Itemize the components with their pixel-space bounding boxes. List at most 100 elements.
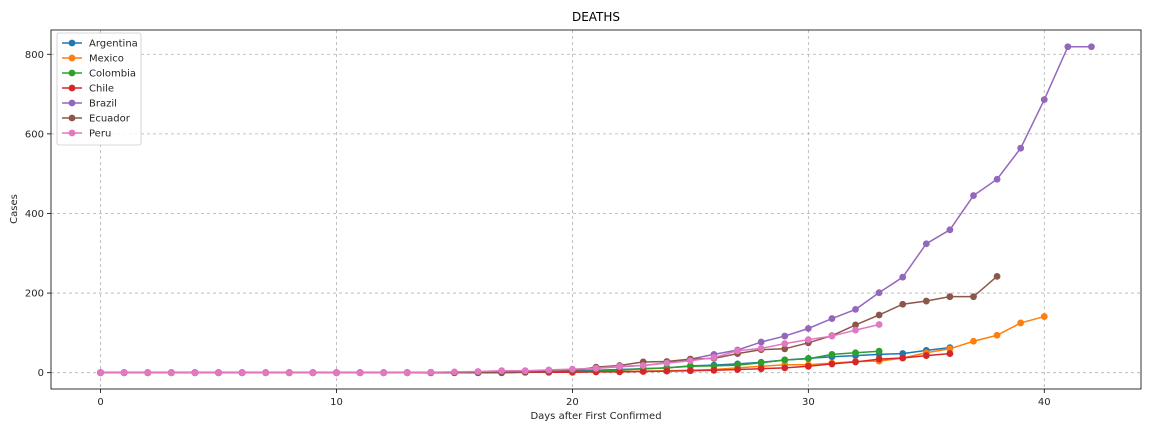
data-point-colombia [828,350,836,358]
data-point-ecuador [970,293,977,301]
data-point-peru [828,332,836,340]
data-point-peru [521,367,529,375]
data-point-peru [120,369,128,377]
data-point-peru [616,362,623,370]
data-point-chile [734,366,741,373]
data-point-chile [639,368,647,375]
data-point-mexico [1040,313,1048,320]
data-point-chile [852,358,859,366]
data-point-peru [285,369,293,377]
data-point-ecuador [852,321,859,329]
data-point-colombia [757,359,765,367]
data-point-chile [828,360,836,368]
data-point-chile [757,365,765,373]
data-point-mexico [1017,319,1025,327]
data-point-chile [946,350,954,357]
data-point-ecuador [946,293,954,301]
data-point-mexico [993,331,1001,339]
data-point-peru [569,365,576,373]
data-point-chile [804,362,812,370]
data-point-peru [804,336,812,344]
data-point-ecuador [875,311,883,319]
y-axis-label: Cases [9,194,20,224]
data-point-peru [734,347,741,355]
legend-label-mexico: Mexico [89,54,124,65]
data-point-chile [663,367,671,375]
data-point-brazil [1064,43,1072,51]
y-tick-label: 200 [25,289,44,300]
data-point-colombia [875,347,883,355]
data-point-brazil [828,315,836,322]
data-point-chile [781,364,789,372]
data-point-brazil [946,226,954,234]
legend-label-peru: Peru [89,129,111,140]
legend-label-brazil: Brazil [89,99,117,110]
data-point-peru [144,369,152,377]
data-point-colombia [804,355,812,363]
legend-marker-chile [68,84,76,92]
data-point-chile [710,366,718,374]
data-point-peru [191,369,199,377]
data-point-peru [757,345,765,352]
data-point-brazil [1017,144,1025,152]
x-tick-label: 40 [1038,397,1051,408]
data-point-peru [545,366,553,374]
data-point-peru [427,368,435,376]
plot-area: 0 10 20 30 400200400600800ArgentinaMexicoCol… [25,29,1142,408]
data-point-ecuador [922,297,930,305]
legend-box [56,32,142,146]
data-point-mexico [946,345,954,353]
data-point-peru [380,369,388,377]
legend-marker-brazil [68,99,76,107]
plot-frame [50,29,1142,390]
data-point-peru [781,340,789,348]
y-tick-label: 800 [25,50,44,61]
data-point-peru [592,364,600,372]
data-point-colombia [852,349,859,357]
legend-label-chile: Chile [89,84,114,95]
legend-marker-mexico [68,54,76,62]
legend-marker-ecuador [68,114,76,122]
x-tick-label: 20 [566,397,579,408]
data-point-peru [403,369,411,377]
legend-label-argentina: Argentina [89,39,138,50]
data-point-peru [710,354,718,361]
x-tick-label: 30 [802,397,815,408]
y-tick-label: 0 [38,368,44,379]
data-point-chile [616,368,623,376]
data-point-brazil [899,273,907,281]
chart-title: DEATHS [572,10,620,24]
legend-marker-peru [68,129,76,137]
data-point-chile [899,354,907,362]
data-point-peru [238,369,246,377]
data-point-brazil [922,240,930,248]
data-point-peru [451,368,458,376]
legend-marker-colombia [68,69,76,77]
legend-marker-argentina [68,39,76,47]
data-point-brazil [1088,43,1095,51]
x-tick-label: 10 [330,397,343,408]
data-point-brazil [852,305,859,313]
data-point-brazil [993,175,1001,183]
data-point-chile [922,352,930,359]
x-tick-label: 0 [97,397,103,408]
data-point-brazil [804,325,812,332]
data-point-peru [498,367,506,375]
data-point-brazil [875,289,883,297]
legend-label-ecuador: Ecuador [89,114,131,125]
y-tick-label: 600 [25,129,44,140]
data-point-colombia [781,356,789,364]
data-point-mexico [970,337,977,345]
data-point-chile [686,367,694,375]
data-point-peru [875,321,883,328]
y-tick-label: 400 [25,209,44,220]
x-axis-label: Days after First Confirmed [530,411,661,422]
data-point-peru [663,359,671,367]
data-point-ecuador [781,345,789,353]
data-point-peru [686,357,694,365]
data-point-peru [215,369,222,377]
data-point-peru [852,326,859,334]
